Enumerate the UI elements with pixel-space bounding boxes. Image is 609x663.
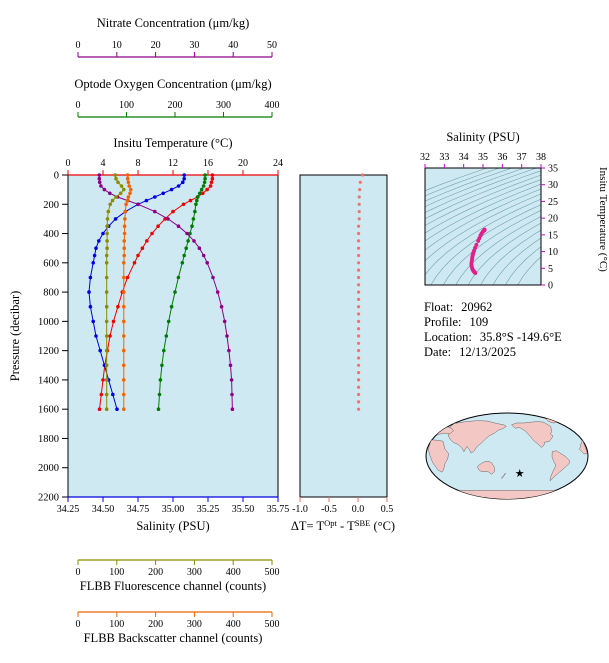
svg-text:10: 10 [548, 247, 558, 258]
svg-text:200: 200 [148, 567, 163, 578]
date-line: Date: 12/13/2025 [424, 345, 516, 359]
svg-text:35.75: 35.75 [267, 504, 290, 515]
svg-text:8: 8 [136, 158, 141, 169]
float-id-line: Float: 20962 [424, 300, 492, 314]
svg-text:1600: 1600 [38, 405, 59, 416]
fluorescence-axis-title: FLBB Fluorescence channel (counts) [80, 579, 266, 593]
svg-text:0: 0 [76, 100, 81, 111]
svg-text:2200: 2200 [38, 493, 59, 504]
svg-text:1400: 1400 [38, 375, 59, 386]
svg-text:0: 0 [548, 281, 553, 292]
svg-text:38: 38 [536, 152, 546, 163]
ts-diagram-panel: 32 33 34 35 36 37 38 0 5 10 15 20 25 30 35 [420, 152, 558, 292]
backscatter-axis-title: FLBB Backscatter channel (counts) [84, 631, 263, 645]
svg-text:200: 200 [168, 100, 183, 111]
svg-text:35.50: 35.50 [232, 504, 255, 515]
svg-text:37: 37 [517, 152, 527, 163]
svg-text:34.50: 34.50 [92, 504, 115, 515]
svg-text:400: 400 [265, 100, 280, 111]
salinity-axis-title: Salinity (PSU) [136, 519, 209, 533]
svg-text:20: 20 [151, 40, 161, 51]
svg-text:100: 100 [109, 567, 124, 578]
temperature-axis-title: Insitu Temperature (°C) [113, 136, 232, 150]
svg-text:33: 33 [439, 152, 449, 163]
pressure-axis-title: Pressure (decibar) [8, 291, 22, 382]
svg-text:32: 32 [420, 152, 430, 163]
location-line: Location: 35.8°S -149.6°E [424, 330, 562, 344]
float-location-star-icon: ★ [515, 468, 525, 480]
svg-text:2000: 2000 [38, 463, 59, 474]
oxygen-axis-title: Optode Oxygen Concentration (μm/kg) [74, 77, 271, 91]
svg-text:24: 24 [273, 158, 283, 169]
svg-text:15: 15 [548, 230, 558, 241]
svg-text:400: 400 [226, 567, 241, 578]
svg-text:4: 4 [101, 158, 106, 169]
svg-text:200: 200 [148, 619, 163, 630]
svg-text:300: 300 [216, 100, 231, 111]
svg-text:12: 12 [168, 158, 178, 169]
svg-text:20: 20 [548, 214, 558, 225]
svg-text:5: 5 [548, 264, 553, 275]
world-map [425, 412, 589, 500]
svg-text:35.25: 35.25 [197, 504, 220, 515]
svg-text:100: 100 [109, 619, 124, 630]
svg-text:1800: 1800 [38, 434, 59, 445]
svg-text:400: 400 [226, 619, 241, 630]
svg-text:500: 500 [265, 619, 280, 630]
profile-plot-panel: 0200400600800100012001400160018002000220… [38, 40, 289, 630]
svg-text:200: 200 [43, 200, 59, 211]
ts-temperature-axis-title: Insitu Temperature (°C) [597, 167, 609, 272]
svg-text:0.5: 0.5 [381, 504, 394, 515]
svg-text:25: 25 [548, 197, 558, 208]
svg-text:-0.5: -0.5 [321, 504, 337, 515]
svg-text:0: 0 [76, 567, 81, 578]
svg-text:30: 30 [189, 40, 199, 51]
profile-number-line: Profile: 109 [424, 315, 488, 329]
svg-text:0: 0 [66, 158, 71, 169]
svg-text:35.00: 35.00 [162, 504, 185, 515]
svg-text:35: 35 [548, 164, 558, 175]
svg-text:300: 300 [187, 567, 202, 578]
nitrate-axis-title: Nitrate Concentration (μm/kg) [97, 16, 250, 30]
svg-text:0: 0 [54, 171, 59, 182]
svg-text:600: 600 [43, 258, 59, 269]
float-info-block: Float: 20962 Profile: 109 Location: 35.8°S … [424, 300, 562, 359]
svg-text:0.0: 0.0 [352, 504, 365, 515]
svg-text:34: 34 [459, 152, 469, 163]
svg-text:50: 50 [267, 40, 277, 51]
svg-text:-1.0: -1.0 [292, 504, 308, 515]
svg-text:35: 35 [478, 152, 488, 163]
svg-text:0: 0 [76, 619, 81, 630]
svg-text:40: 40 [228, 40, 238, 51]
svg-text:800: 800 [43, 288, 59, 299]
svg-text:0: 0 [76, 40, 81, 51]
ts-salinity-axis-title: Salinity (PSU) [446, 130, 519, 144]
svg-text:500: 500 [265, 567, 280, 578]
svg-text:1000: 1000 [38, 317, 59, 328]
svg-text:1200: 1200 [38, 346, 59, 357]
svg-text:20: 20 [238, 158, 248, 169]
svg-text:34.75: 34.75 [127, 504, 150, 515]
svg-text:30: 30 [548, 180, 558, 191]
svg-text:400: 400 [43, 229, 59, 240]
svg-text:10: 10 [112, 40, 122, 51]
svg-text:300: 300 [187, 619, 202, 630]
delta-t-axis-title: ΔT= TOpt - TSBE (°C) [291, 518, 395, 533]
svg-text:16: 16 [203, 158, 213, 169]
svg-text:34.25: 34.25 [57, 504, 80, 515]
svg-text:36: 36 [497, 152, 507, 163]
svg-text:100: 100 [119, 100, 134, 111]
delta-t-panel: -1.0 -0.5 0.0 0.5 [292, 173, 393, 515]
